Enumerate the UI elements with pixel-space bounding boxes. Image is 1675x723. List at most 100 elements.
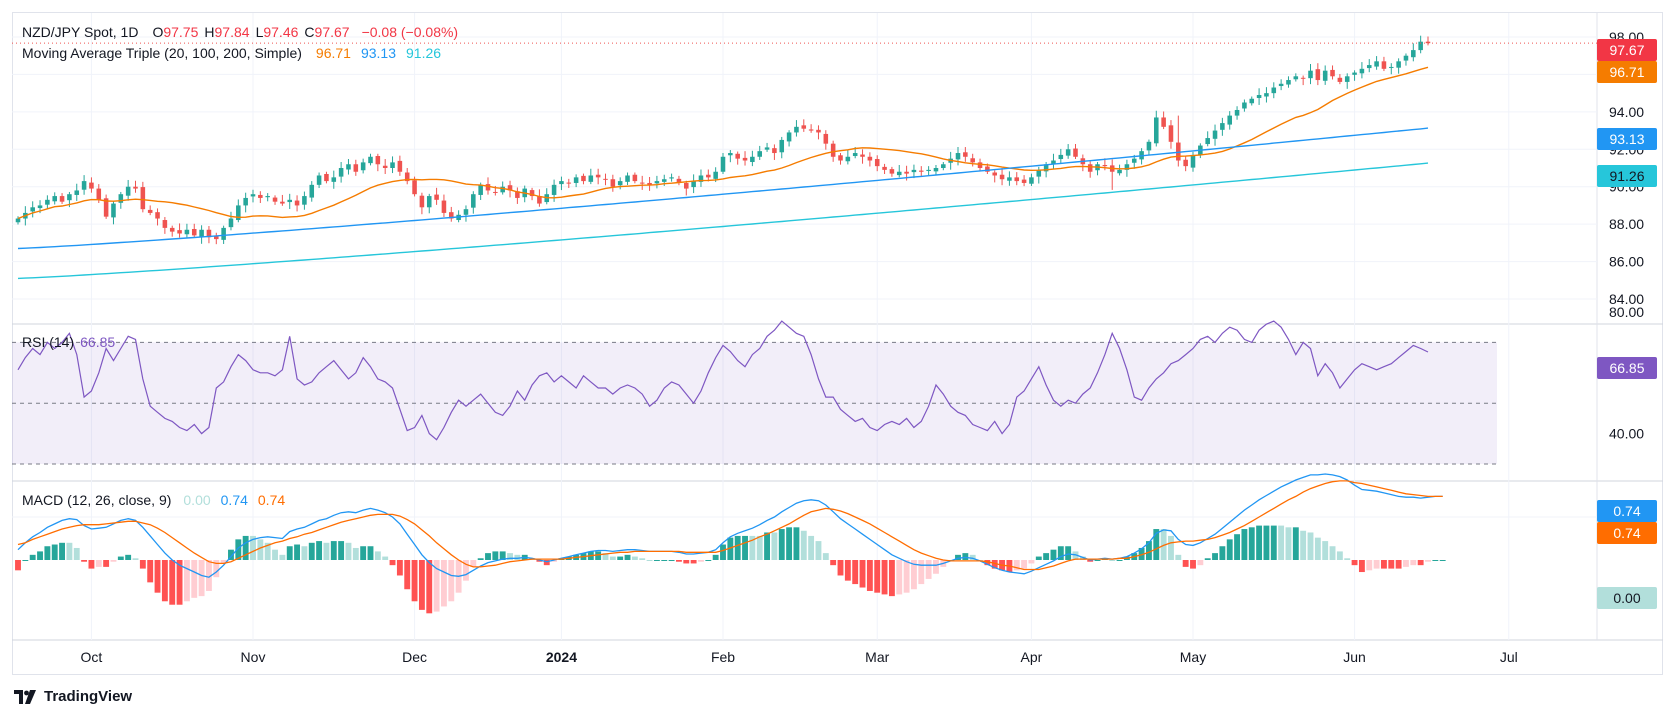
macd-histogram-bar [433,560,440,612]
candle-body [1293,76,1299,80]
candle-body [581,175,586,182]
candle-body [37,205,43,209]
footer-brand[interactable]: TradingView [14,688,132,705]
macd-histogram-bar [1182,560,1189,567]
ma100-line [17,127,1429,250]
rsi-badge: 66.85 [1597,357,1657,379]
macd-histogram-bar [756,535,763,560]
candle-body [559,181,564,185]
candle-body [1146,141,1152,151]
macd-histogram-bar [1329,546,1336,560]
ma-legend-title: Moving Average Triple (20, 100, 200, Sim… [22,45,302,61]
macd-histogram-bar [418,560,425,610]
candle-body [764,147,770,150]
macd-histogram-bar [1116,560,1123,561]
macd-histogram-bar [536,560,543,562]
macd-histogram-bar [301,546,308,560]
candle-body [772,148,777,154]
candle-body [1014,177,1020,182]
candle-body [985,166,990,172]
macd-histogram-bar [1043,553,1050,560]
candle-body [45,199,50,205]
signal-badge: 0.74 [1597,522,1657,544]
macd-histogram-bar [624,554,631,560]
macd-histogram-bar [1057,546,1064,560]
macd-histogram-bar [1094,560,1101,561]
macd-histogram-bar [933,560,939,574]
macd-histogram-bar [441,560,447,607]
macd-legend[interactable]: MACD (12, 26, close, 9) 0.00 0.74 0.74 [22,492,285,508]
tradingview-logo-icon [14,689,36,704]
candle-body [1322,70,1328,81]
candle-body [243,197,248,206]
macd-histogram-bar [602,553,609,560]
candle-body [346,164,351,170]
macd-histogram-bar [815,541,822,560]
macd-histogram-bar [668,560,675,561]
candle-body [676,178,682,183]
candle-body [360,162,366,171]
macd-histogram-bar [1381,560,1387,569]
candle-body [338,168,344,177]
candle-body [309,184,315,198]
macd-histogram-bar [925,560,932,579]
ma200-badge-text: 91.26 [1609,168,1644,184]
candle-body [1021,179,1027,183]
price-tick-label: 84.00 [1609,291,1644,307]
x-axis-labels: Oct Nov Dec 2024 Feb Mar Apr May Jun Jul [81,649,1518,665]
moving-average-lines [17,66,1429,280]
time-tick-label: Dec [402,649,427,665]
rsi-band [12,341,1497,465]
symbol-title[interactable]: NZD/JPY Spot, 1D [22,24,139,40]
macd-histogram-bar [272,549,278,560]
candle-body [1161,117,1166,127]
candle-body [816,129,821,133]
candle-body [698,175,704,182]
ohlc-close: C97.67 [304,24,350,40]
macd-histogram-bar [712,554,719,560]
candle-body [52,196,57,202]
macd-histogram-bar [1314,537,1321,560]
candle-body [735,153,740,159]
macd-histogram-bar [44,546,51,560]
macd-histogram-bar [734,535,741,560]
macd-histogram-bar [477,558,484,560]
candle-body [904,171,909,174]
macd-histogram-bar [903,560,910,593]
candle-body [1227,115,1232,125]
macd-histogram-bar [125,554,132,560]
ma200-badge: 91.26 [1597,165,1657,187]
candle-body [507,185,513,191]
macd-badge-text: 0.74 [1613,503,1640,519]
candle-body [368,156,373,164]
macd-histogram-bar [727,537,734,560]
macd-histogram-bar [1410,560,1417,566]
macd-histogram-bar [169,560,176,605]
time-tick-label: Jun [1343,649,1366,665]
candle-body [919,170,924,172]
candle-body [1176,142,1181,161]
macd-histogram-bar [1146,541,1152,560]
candle-body [89,182,94,189]
ohlc-open: O97.75 [152,24,199,40]
macd-histogram-bar [837,560,844,576]
macd-histogram-bar [1373,560,1380,569]
last-price-badge: 97.67 [1597,39,1657,61]
macd-histogram-bar [764,532,770,560]
candle-body [1389,66,1394,68]
ma-legend[interactable]: Moving Average Triple (20, 100, 200, Sim… [22,45,441,61]
candle-body [515,191,520,198]
candle-body [551,184,557,195]
candle-body [639,182,645,184]
candle-body [228,218,234,228]
candle-body [272,197,278,202]
macd-histogram-bar [1234,534,1240,560]
macd-histogram-bar [308,542,315,560]
candle-body [963,152,968,157]
macd-histogram-bar [1270,525,1277,560]
macd-histogram-bar [984,560,991,566]
macd-series [15,473,1446,614]
rsi-legend[interactable]: RSI (14) 66.85 [22,334,115,350]
candle-body [471,194,476,208]
